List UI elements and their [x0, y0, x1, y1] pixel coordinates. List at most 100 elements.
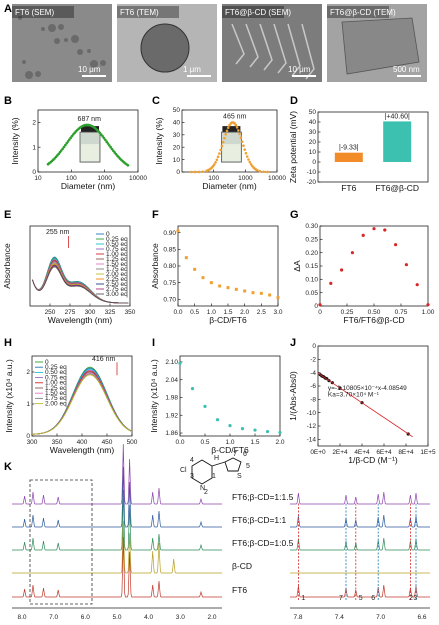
scale-label: 10 μm: [288, 65, 311, 74]
nmr-trace-left: [12, 520, 222, 574]
y-tick-label: 0.15: [305, 263, 318, 270]
x-tick-label: 2.5: [257, 309, 266, 316]
data-point: [216, 155, 220, 159]
panel-letter-d: D: [290, 95, 298, 107]
thiophene-ring: [224, 457, 242, 472]
y-tick-label: 0: [312, 159, 316, 166]
y-tick-label: -14: [307, 437, 317, 444]
nmr-trace-left: [12, 489, 222, 551]
sheet-edge: [245, 23, 259, 68]
data-point: [249, 162, 253, 166]
x-tick-label: 0.25: [341, 309, 354, 316]
y-tick-label: 0: [32, 169, 36, 176]
y-tick-label: -4: [310, 370, 316, 377]
chart-f: 0.0 0.5 1.0 1.5 2.0 2.5 3.0 0.70 0.75 0.80 0.85 0.9…: [150, 225, 283, 325]
x-tick-label: 4E+4: [354, 449, 370, 456]
legend-label: 2.25 eq: [106, 276, 128, 283]
y-tick-label: 0.70: [163, 297, 176, 304]
x-tick-label: 10000: [129, 175, 147, 182]
sheet-edge: [273, 23, 287, 74]
legend-label: 1.50 eq: [106, 261, 128, 268]
cl-atom: Cl: [180, 467, 187, 474]
data-point: [243, 289, 247, 293]
data-point: [228, 424, 232, 428]
y-tick-label: -2: [310, 357, 316, 364]
y-tick-label: 2: [26, 369, 30, 376]
x-tick-label: 0.5: [200, 439, 209, 446]
sem-dot: [22, 60, 26, 64]
data-point: [126, 163, 130, 167]
particle-shape: [140, 23, 190, 73]
data-point: [106, 142, 110, 145]
data-point: [253, 428, 257, 432]
x-tick-label: 1000: [238, 175, 253, 182]
x-tick-label: 7.0: [49, 614, 58, 621]
data-point: [237, 129, 240, 132]
plot-frame: [29, 225, 131, 307]
data-point: [234, 287, 238, 291]
data-point: [197, 170, 201, 174]
y-tick-label: 0: [26, 433, 30, 440]
sem-dot: [64, 38, 68, 42]
y-tick-label: 0.90: [163, 230, 176, 237]
scale-label: 500 nm: [393, 65, 420, 74]
trace-label: β-CD: [232, 561, 252, 571]
x-tick-label: 100: [66, 175, 77, 182]
y-tick-label: 30: [309, 129, 317, 136]
x-tick-label: 0.50: [368, 309, 381, 316]
data-point: [234, 123, 238, 127]
data-point: [243, 148, 246, 151]
x-tick-label: 5.0: [112, 614, 121, 621]
data-point: [109, 145, 112, 149]
y-tick-label: 10: [309, 149, 317, 156]
x-tick-label: 0: [318, 309, 322, 316]
x-tick-label: 6.0: [81, 614, 90, 621]
y-tick-label: 0.85: [163, 247, 176, 254]
data-point: [190, 170, 193, 174]
data-point: [404, 263, 408, 267]
x-tick-label: 350: [125, 309, 136, 316]
nh-bond: [211, 461, 226, 467]
y-tick-label: 10: [173, 157, 181, 164]
legend-label: 0.25 eq: [45, 364, 67, 371]
data-point: [278, 430, 282, 435]
data-point: [190, 386, 195, 391]
y-tick-label: -10: [307, 169, 317, 176]
trace-label: FT6: [232, 585, 247, 595]
x-tick-label: 300: [85, 309, 96, 316]
legend-label: 1.00 eq: [45, 380, 67, 387]
x-axis-label: Diameter (nm): [202, 181, 256, 191]
panel-letter-a: A: [4, 3, 12, 15]
x-tick-label: 1000: [97, 175, 112, 182]
data-point: [394, 243, 398, 247]
data-point: [318, 303, 322, 307]
peak-label: 465 nm: [223, 113, 247, 120]
structure-number: 3: [190, 473, 194, 480]
x-tick-label: 0.0: [173, 309, 182, 316]
data-point: [239, 136, 243, 140]
y-tick-label: -12: [307, 423, 317, 430]
structure-number: 6: [243, 451, 247, 458]
legend-label: 1.75 eq: [106, 266, 128, 273]
data-point: [247, 158, 250, 161]
x-tick-label: 350: [52, 439, 63, 446]
trace-label: FT6;β-CD=1:1: [232, 515, 287, 525]
bar-value-label: |-9.33|: [339, 145, 359, 152]
peak-number: 2: [409, 595, 413, 602]
data-point: [178, 361, 182, 366]
x-tick-label: 300: [27, 439, 38, 446]
legend-label: 0: [106, 231, 110, 238]
chart-b: 10 100 1000 10000 0 1 2 Diameter (nm) Intensity …: [10, 109, 147, 191]
x-tick-label: 100: [208, 175, 219, 182]
title-backdrop: [117, 6, 179, 18]
y-tick-label: 40: [309, 119, 317, 126]
panel-letter-e: E: [4, 209, 11, 221]
peak-number: 3: [413, 595, 417, 602]
legend-label: 2.75 eq: [106, 286, 128, 293]
nmr-trace-left: [12, 536, 222, 598]
legend: 00.25 eq0.50 eq0.75 eq1.00 eq1.25 eq1.50…: [35, 359, 67, 407]
x-axis-label: Wavelength (nm): [50, 445, 115, 455]
trace-label: FT6;β-CD=1:0.5: [232, 538, 294, 548]
legend: 00.25 eq0.50 eq0.75 eq1.00 eq1.25 eq1.50…: [96, 231, 128, 298]
legend-label: 0: [45, 359, 49, 366]
